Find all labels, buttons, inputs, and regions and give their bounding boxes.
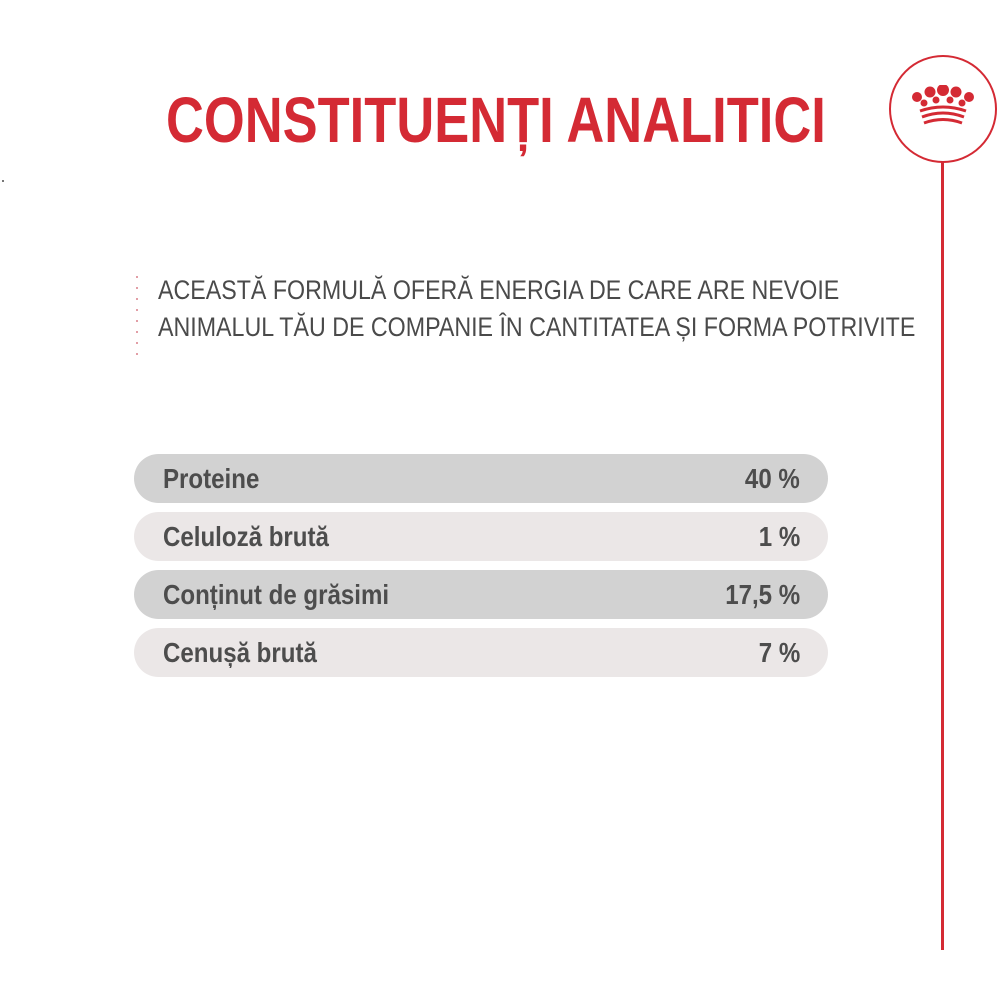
brand-logo xyxy=(889,55,997,163)
row-label: Cenușă brută xyxy=(163,636,317,668)
intro-text: ACEASTĂ FORMULĂ OFERĂ ENERGIA DE CARE AR… xyxy=(158,272,916,346)
constituents-table: Proteine 40 % Celuloză brută 1 % Conținu… xyxy=(134,454,828,686)
brand-vertical-line xyxy=(941,160,944,950)
table-row-continut-grasimi: Conținut de grăsimi 17,5 % xyxy=(134,570,828,619)
table-row-cenusa-bruta: Cenușă brută 7 % xyxy=(134,628,828,677)
table-row-celuloza-bruta: Celuloză brută 1 % xyxy=(134,512,828,561)
crown-icon xyxy=(912,85,974,125)
row-value: 17,5 % xyxy=(725,578,800,610)
row-value: 40 % xyxy=(745,462,800,494)
page-title: CONSTITUENȚI ANALITICI xyxy=(166,84,826,156)
table-row-proteine: Proteine 40 % xyxy=(134,454,828,503)
intro-line-1: ACEASTĂ FORMULĂ OFERĂ ENERGIA DE CARE AR… xyxy=(158,275,840,305)
row-label: Conținut de grăsimi xyxy=(163,578,390,610)
intro-line-2: ANIMALUL TĂU DE COMPANIE ÎN CANTITATEA Ș… xyxy=(158,312,916,342)
row-label: Celuloză brută xyxy=(163,520,329,552)
row-value: 7 % xyxy=(758,636,800,668)
row-label: Proteine xyxy=(163,462,260,494)
intro-dotted-rule xyxy=(136,276,140,360)
stray-mark xyxy=(2,180,4,182)
row-value: 1 % xyxy=(758,520,800,552)
